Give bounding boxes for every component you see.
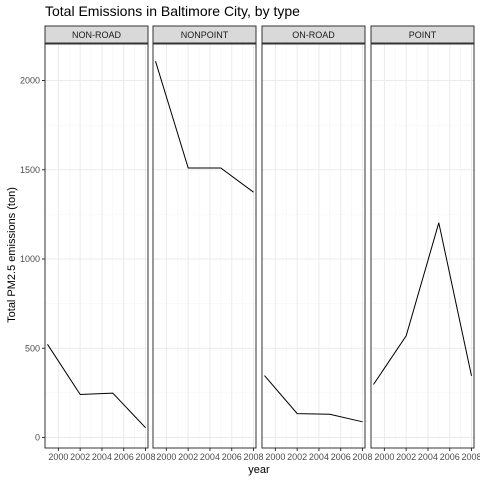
x-tick-label: 2000 [265, 452, 285, 462]
series-line-non-road [47, 344, 146, 429]
facet-panel-non-road: NON-ROAD 2000 2002 2004 2006 2008 [44, 25, 156, 462]
facet-strip-label: POINT [409, 30, 437, 40]
x-tick-label: 2006 [440, 452, 460, 462]
x-tick-label: 2002 [287, 452, 307, 462]
y-tick-label: 0 [35, 433, 40, 443]
x-tick-label: 2000 [48, 452, 68, 462]
y-tick-label: 1000 [20, 254, 40, 264]
panel-border [44, 43, 149, 449]
x-tick-label: 2008 [352, 452, 372, 462]
panel-background [371, 44, 474, 448]
facet-strip-label: NON-ROAD [72, 30, 121, 40]
x-tick-label: 2002 [70, 452, 90, 462]
x-axis-title: year [248, 464, 270, 476]
panel-border [152, 43, 257, 449]
facet-strip-label: NONPOINT [181, 30, 229, 40]
x-tick-label: 2000 [156, 452, 176, 462]
facet-strip [44, 25, 149, 44]
x-tick-label: 2000 [374, 452, 394, 462]
facet-strip-label: ON-ROAD [292, 30, 335, 40]
x-tick-label: 2004 [92, 452, 112, 462]
y-tick-label: 1500 [20, 165, 40, 175]
panel-border [370, 43, 475, 449]
panel-background [262, 44, 365, 448]
x-tick-label: 2006 [114, 452, 134, 462]
x-tick-label: 2004 [309, 452, 329, 462]
x-tick-label: 2008 [135, 452, 155, 462]
x-tick-label: 2008 [243, 452, 263, 462]
y-axis-title: Total PM2.5 emissions (ton) [6, 187, 18, 323]
facet-panel-point: POINT 2000 2002 2004 2006 2008 [370, 25, 480, 462]
x-tick-label: 2002 [178, 452, 198, 462]
y-axis: 0 500 1000 1500 2000 [20, 76, 45, 443]
facet-panel-nonpoint: NONPOINT 2000 2002 2004 2006 2008 [152, 25, 264, 462]
y-tick-label: 500 [25, 343, 40, 353]
series-line-point [373, 222, 472, 385]
y-tick-label: 2000 [20, 76, 40, 86]
panel-background [45, 44, 148, 448]
panel-border [261, 43, 366, 449]
facet-panel-on-road: ON-ROAD 2000 2002 2004 2006 2008 [261, 25, 373, 462]
x-tick-label: 2008 [461, 452, 480, 462]
facet-strip [370, 25, 475, 44]
x-tick-label: 2006 [331, 452, 351, 462]
chart-title: Total Emissions in Baltimore City, by ty… [45, 3, 300, 19]
facet-strip [152, 25, 257, 44]
x-tick-label: 2002 [396, 452, 416, 462]
x-tick-label: 2006 [222, 452, 242, 462]
x-tick-label: 2004 [418, 452, 438, 462]
x-tick-label: 2004 [200, 452, 220, 462]
series-line-nonpoint [155, 61, 254, 193]
facet-strip [261, 25, 366, 44]
panel-background [153, 44, 256, 448]
series-line-on-road [264, 375, 363, 423]
